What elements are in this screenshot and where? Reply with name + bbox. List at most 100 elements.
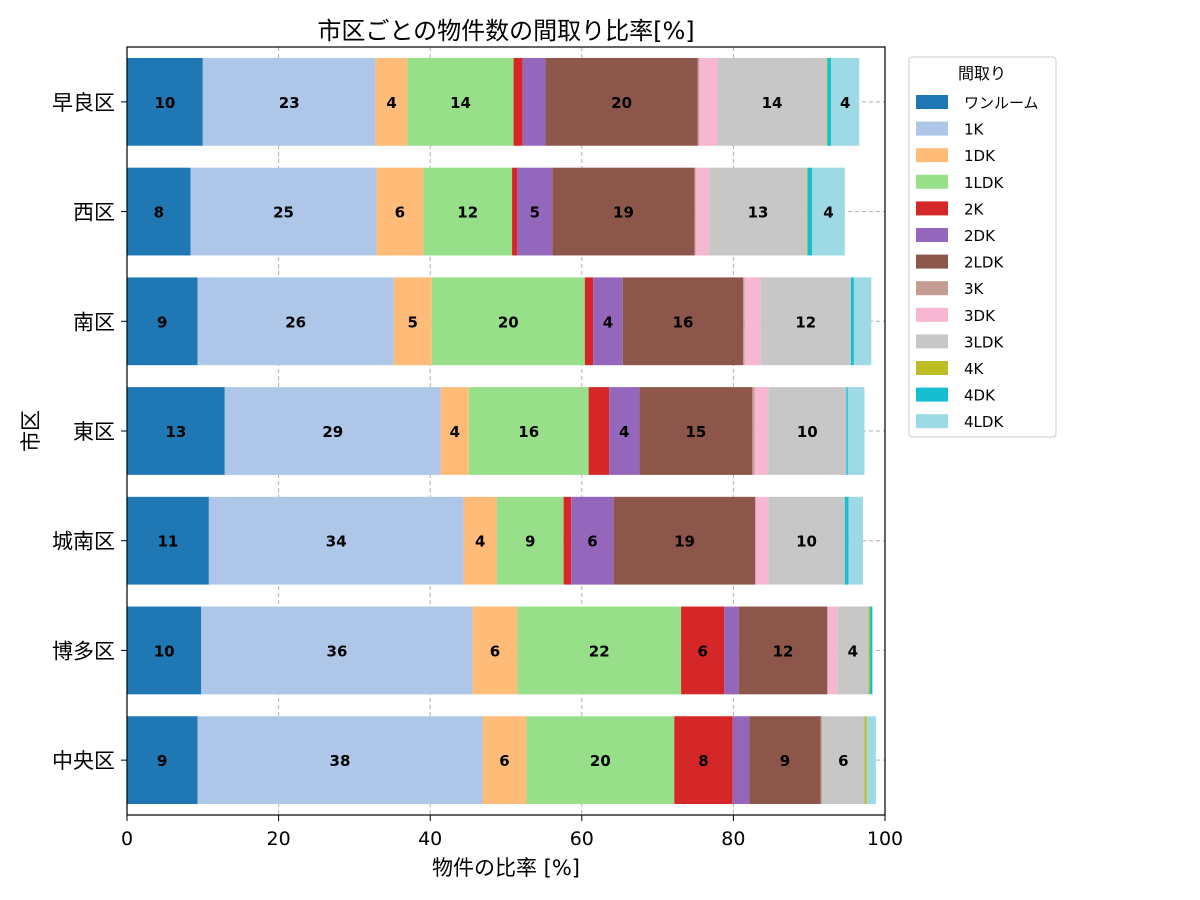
bar-segment (431, 277, 585, 366)
legend-swatch (916, 387, 948, 402)
bar-segment (552, 167, 695, 256)
bar-segment (190, 167, 377, 256)
legend-swatch (916, 281, 948, 296)
bar-segment (127, 606, 202, 695)
legend-swatch (916, 414, 948, 429)
bar-data-label: 14 (762, 94, 783, 112)
x-axis: 0 20 40 60 80 100 (121, 815, 903, 850)
bar-segment (127, 716, 198, 805)
bar-segment (826, 57, 828, 146)
bar-segment (837, 606, 869, 695)
bar-data-label: 19 (613, 204, 634, 222)
bar-segment (822, 716, 865, 805)
bar-data-label: 25 (273, 204, 294, 222)
bar-data-label: 20 (590, 752, 611, 770)
bar-segment (127, 277, 198, 366)
category-label: 博多区 (52, 639, 115, 663)
x-tick-label: 20 (267, 828, 291, 850)
legend-swatch (916, 307, 948, 322)
bar-segment (593, 277, 623, 366)
bar-segment (827, 57, 832, 146)
bar-segment (526, 716, 675, 805)
bar-data-label: 23 (279, 94, 300, 112)
bar-segment (472, 606, 518, 695)
legend: 間取り ワンルーム 1K 1DK 1LDK 2K 2DK 2LDK 3K 3DK 3LDK 4K 4D… (908, 56, 1057, 438)
legend-entry: 4DK (964, 387, 996, 405)
bar-segment (609, 387, 640, 475)
bar-data-label: 9 (525, 533, 535, 551)
bar-segment (463, 496, 497, 585)
bar-segment (674, 716, 733, 805)
legend-entry: 3DK (964, 307, 996, 325)
bar-segment (699, 57, 718, 146)
bar-data-label: 13 (165, 423, 186, 441)
bar-segment (202, 57, 376, 146)
bar-segment (827, 606, 838, 695)
bar-segment (376, 167, 424, 256)
bar-segment (869, 606, 873, 695)
bar-segment (846, 387, 848, 475)
bar-segment (375, 57, 408, 146)
bar-segment (513, 57, 523, 146)
bar-segment (864, 716, 867, 805)
bar-segment (440, 387, 469, 475)
bar-segment (872, 606, 873, 695)
bar-segment (868, 606, 870, 695)
x-tick-label: 0 (121, 828, 133, 850)
bar-segment (639, 387, 753, 475)
bar-data-label: 38 (330, 752, 351, 770)
bar-data-label: 19 (674, 533, 695, 551)
legend-swatch (916, 361, 948, 375)
bar-data-label: 12 (773, 642, 794, 660)
bar-data-label: 16 (518, 423, 539, 441)
bar-segment (517, 606, 682, 695)
legend-frame (908, 56, 1057, 438)
bar-data-label: 36 (327, 642, 348, 660)
bar-data-label: 4 (386, 94, 396, 112)
bar-segment (563, 496, 572, 585)
bar-data-label: 20 (611, 94, 632, 112)
bar-segment (681, 606, 725, 695)
bar-segment (812, 167, 845, 256)
bar-data-label: 10 (154, 642, 175, 660)
bar-data-label: 12 (795, 313, 816, 331)
bar-segment (744, 277, 761, 366)
bars: 10 23 4 14 20 14 4 8 25 6 12 5 19 13 4 9 26 5 20 4 16 12 13 29 4… (127, 57, 876, 805)
bar-segment (197, 716, 483, 805)
bar-data-label: 10 (796, 533, 817, 551)
bar-data-label: 26 (285, 313, 306, 331)
legend-entry: 1K (964, 121, 985, 139)
bar-data-label: 13 (748, 204, 769, 222)
legend-entry: 2DK (964, 227, 996, 245)
legend-entry: 1LDK (964, 174, 1004, 192)
bar-segment (571, 496, 614, 585)
x-axis-label: 物件の比率 [%] (432, 856, 580, 880)
bar-data-label: 6 (587, 533, 597, 551)
category-label: 城南区 (52, 530, 115, 554)
bar-segment (806, 167, 808, 256)
bar-data-label: 5 (408, 313, 418, 331)
bar-data-label: 9 (780, 752, 790, 770)
category-label: 早良区 (52, 91, 115, 115)
bar-segment (807, 167, 813, 256)
bar-segment (545, 57, 698, 146)
bar-segment (717, 57, 827, 146)
bar-segment (197, 277, 394, 366)
bar-segment (407, 57, 514, 146)
category-label: 西区 (73, 201, 115, 225)
bar-data-label: 15 (685, 423, 706, 441)
legend-swatch (916, 201, 948, 216)
bar-data-label: 11 (157, 533, 178, 551)
bar-segment (694, 167, 696, 256)
x-tick-label: 80 (721, 828, 745, 850)
x-tick-label: 100 (867, 828, 903, 850)
bar-data-label: 16 (673, 313, 694, 331)
category-label: 南区 (73, 310, 115, 334)
bar-segment (732, 716, 750, 805)
bar-data-label: 6 (697, 642, 707, 660)
bar-data-label: 4 (619, 423, 629, 441)
bar-data-label: 29 (322, 423, 343, 441)
bar-data-label: 6 (838, 752, 848, 770)
legend-title: 間取り (958, 64, 1006, 83)
bar-data-label: 10 (797, 423, 818, 441)
